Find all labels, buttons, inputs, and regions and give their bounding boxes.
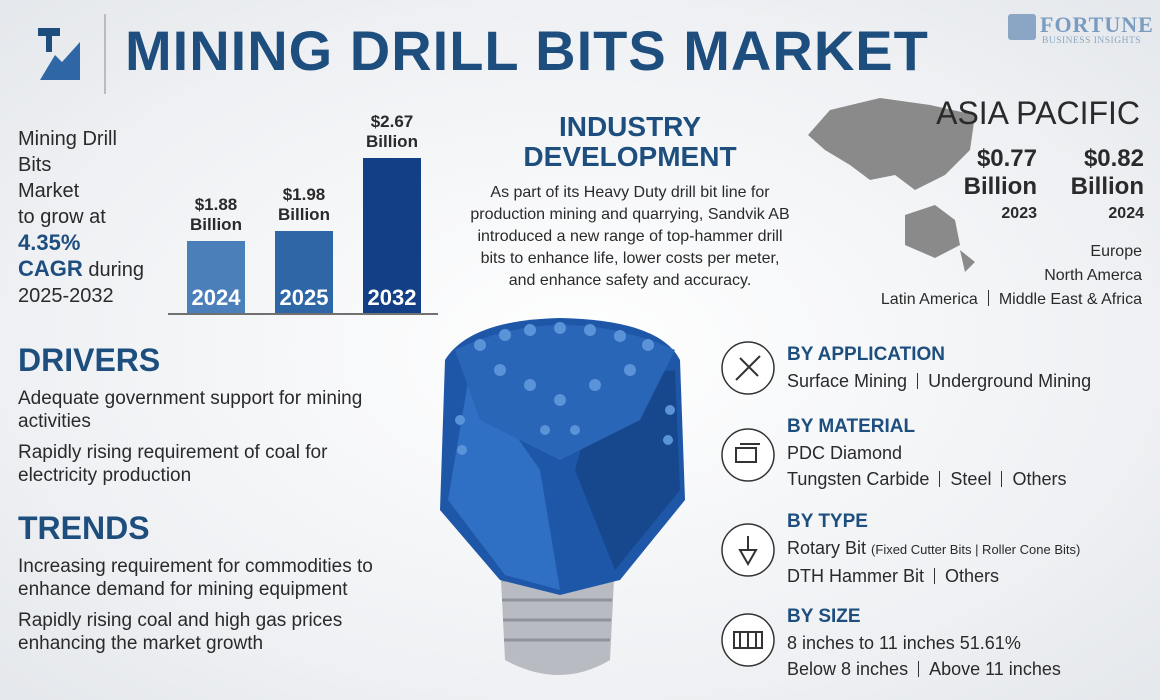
bar xyxy=(187,241,245,313)
year: 2024 xyxy=(1108,205,1144,222)
segment-item: DTH Hammer Bit xyxy=(787,566,925,586)
section-item: Increasing requirement for commodities t… xyxy=(18,556,373,600)
segment-title: BY APPLICATION xyxy=(787,344,945,365)
logo-subtitle: BUSINESS INSIGHTS xyxy=(1042,36,1142,46)
growth-line: Market xyxy=(18,180,80,202)
segment-title: BY MATERIAL xyxy=(787,416,916,437)
separator xyxy=(917,373,919,389)
trends: TRENDS Increasing requirement for commodi… xyxy=(18,510,398,655)
separator xyxy=(939,471,941,487)
segment-line: 8 inches to 11 inches 51.61% xyxy=(787,630,1157,656)
region-name: Latin America xyxy=(880,291,978,308)
icon-glyphs xyxy=(733,355,763,649)
segment-item: Underground Mining xyxy=(928,371,1092,391)
unit: Billion xyxy=(963,173,1037,200)
period: 2025-2032 xyxy=(18,285,114,307)
segment-item: Others xyxy=(1012,469,1067,489)
segment: BY MATERIAL PDC Diamond Tungsten Carbide St… xyxy=(787,414,1157,492)
separator xyxy=(918,661,920,677)
amount: $0.77 xyxy=(976,145,1037,172)
segment-note: (Fixed Cutter Bits | Roller Cone Bits) xyxy=(871,542,1081,557)
segment-icons xyxy=(721,341,775,667)
logo: FORTUNE xyxy=(1040,12,1154,37)
region-line: Latin America Middle East & Africa xyxy=(881,288,1142,312)
year: 2023 xyxy=(1001,205,1037,222)
region-value: $0.82 Billion 2024 xyxy=(1034,145,1144,227)
year-label: 2032 xyxy=(367,285,417,310)
section-title: TRENDS xyxy=(18,510,150,546)
growth-line: Bits xyxy=(18,154,52,176)
segment: BY SIZE 8 inches to 11 inches 51.61% Below… xyxy=(787,604,1157,682)
year-label: 2024 xyxy=(191,285,241,310)
growth-line: to grow at xyxy=(18,206,106,228)
year-label: 2025 xyxy=(279,285,329,310)
segment-item: Tungsten Carbide xyxy=(787,469,930,489)
segment-item: 8 inches to 11 inches 51.61% xyxy=(787,633,1021,653)
section-title: DRIVERS xyxy=(18,342,161,378)
section-item: Rapidly rising coal and high gas prices … xyxy=(18,610,343,654)
industry-section: INDUSTRY DEVELOPMENT As part of its Heav… xyxy=(460,112,800,292)
segment-title: BY TYPE xyxy=(787,511,868,532)
separator xyxy=(1001,471,1003,487)
drill-bit xyxy=(440,318,685,675)
separator xyxy=(934,568,936,584)
section-item: Adequate government support for mining a… xyxy=(18,388,363,432)
unit: Billion xyxy=(1070,173,1144,200)
logo-mark xyxy=(1008,14,1036,40)
segment: BY TYPE Rotary Bit (Fixed Cutter Bits | R… xyxy=(787,509,1157,589)
bar xyxy=(363,158,421,313)
segment: BY APPLICATION Surface Mining Underground … xyxy=(787,342,1157,394)
segment-item: Steel xyxy=(950,469,992,489)
segment-item: Rotary Bit xyxy=(787,538,867,558)
segment-line: Surface Mining Underground Mining xyxy=(787,368,1157,394)
segment-item: PDC Diamond xyxy=(787,443,903,463)
cagr-value: 4.35% xyxy=(18,230,81,255)
segment-line: Rotary Bit (Fixed Cutter Bits | Roller C… xyxy=(787,535,1157,563)
header-icon xyxy=(38,28,80,80)
segment-line: Tungsten Carbide Steel Others xyxy=(787,466,1157,492)
drivers: DRIVERS Adequate government support for m… xyxy=(18,342,398,487)
region-line: North Amerca xyxy=(881,264,1142,288)
value-label: $1.98 Billion xyxy=(278,184,330,224)
region-value: $0.77 Billion 2023 xyxy=(927,145,1037,227)
segment-item: Others xyxy=(945,566,1000,586)
cagr-label: CAGR xyxy=(18,256,83,281)
other-regions: Europe North Amerca Latin America Middle Ea… xyxy=(881,240,1142,312)
amount: $0.82 xyxy=(1083,145,1144,172)
industry-body: As part of its Heavy Duty drill bit line… xyxy=(470,184,790,289)
segment-line: PDC Diamond xyxy=(787,440,1157,466)
segment-line: Below 8 inches Above 11 inches xyxy=(787,656,1157,682)
section-item: Rapidly rising requirement of coal for e… xyxy=(18,442,328,486)
growth-text: Mining Drill Bits Market to grow at 4.35% CAG… xyxy=(18,126,144,309)
region-title: ASIA PACIFIC xyxy=(936,95,1140,131)
region-name: North Amerca xyxy=(1044,267,1142,284)
cagr-line: CAGR during xyxy=(18,256,144,283)
value-label: $1.88 Billion xyxy=(190,195,242,235)
segment-item: Surface Mining xyxy=(787,371,908,391)
region-name: Middle East & Africa xyxy=(998,291,1142,308)
region-line: Europe xyxy=(881,240,1142,264)
region-name: Europe xyxy=(1090,243,1142,260)
separator xyxy=(987,290,989,306)
industry-title: INDUSTRY DEVELOPMENT xyxy=(523,111,737,172)
segment-item: Below 8 inches xyxy=(787,659,909,679)
value-label: $2.67 Billion xyxy=(366,112,418,152)
segment-title: BY SIZE xyxy=(787,606,861,627)
segment-item: Above 11 inches xyxy=(929,659,1061,679)
title: MINING DRILL BITS MARKET xyxy=(125,19,929,82)
during: during xyxy=(88,259,144,281)
segment-line: DTH Hammer Bit Others xyxy=(787,563,1157,589)
map xyxy=(808,98,975,272)
bar xyxy=(275,230,333,313)
growth-line: Mining Drill xyxy=(18,128,117,150)
